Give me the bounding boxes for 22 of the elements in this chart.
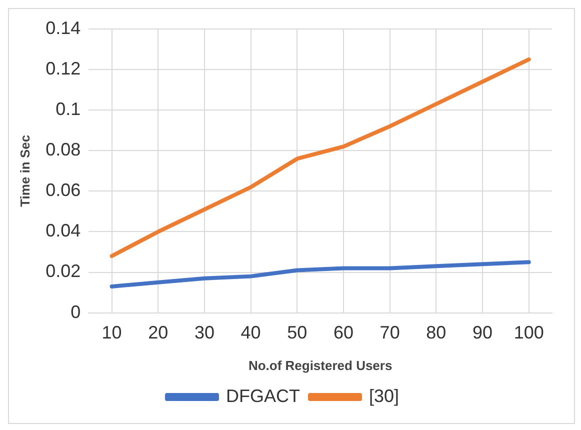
legend-label: DFGACT — [226, 386, 300, 406]
x-tick-label: 60 — [333, 322, 354, 343]
y-tick-label: 0.06 — [46, 180, 81, 200]
x-tick-label: 20 — [148, 322, 168, 343]
y-tick-label: 0.04 — [46, 220, 81, 241]
y-axis-title: Time in Sec — [17, 134, 32, 207]
y-tick-label: 0.14 — [46, 18, 81, 38]
y-tick-label: 0 — [70, 302, 81, 322]
y-tick-label: 0.02 — [46, 261, 81, 282]
x-tick-label: 100 — [514, 322, 544, 343]
legend-label: [30] — [368, 386, 400, 406]
y-tick-label: 0.1 — [56, 99, 81, 120]
x-tick-label: 90 — [472, 322, 493, 343]
x-tick-label: 40 — [240, 322, 261, 343]
x-tick-label: 30 — [194, 322, 214, 343]
x-tick-label: 80 — [426, 322, 446, 343]
x-tick-label: 10 — [102, 322, 122, 343]
y-tick-label: 0.08 — [46, 140, 81, 160]
y-tick-label: 0.12 — [46, 58, 81, 79]
x-axis-title: No.of Registered Users — [248, 358, 392, 373]
x-tick-label: 50 — [287, 322, 308, 343]
x-tick-label: 70 — [380, 322, 400, 343]
